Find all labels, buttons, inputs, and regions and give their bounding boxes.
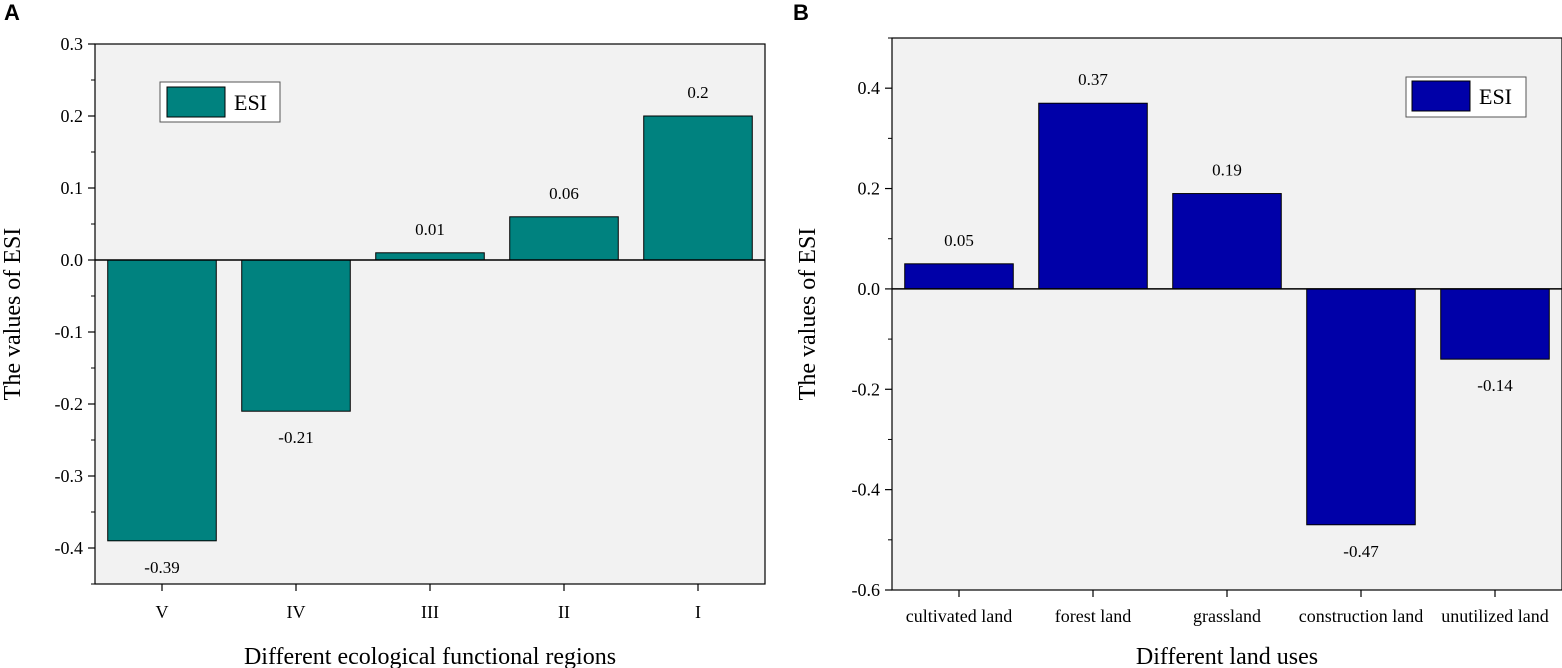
- panel-a-bar: [509, 216, 619, 261]
- panel-a-y-axis-title: The values of ESI: [0, 228, 26, 401]
- panel-a-bar: [241, 259, 351, 412]
- panel-b-legend-label: ESI: [1479, 84, 1512, 109]
- panel-b: B -0.6 -0.4 -0.2 0.0 0.2 0.4 0.05 cultivated la…: [793, 0, 1562, 668]
- panel-a-data-label: -0.39: [144, 558, 179, 577]
- panel-a-x-tick-label: II: [558, 602, 570, 622]
- panel-a-y-tick-label: 0.1: [61, 178, 84, 198]
- panel-a-x-tick-label: I: [695, 602, 701, 622]
- panel-b-legend-swatch: [1411, 80, 1471, 112]
- panel-a: A -0.4 -0.3 -0.2 -0.1 0.0 0.1 0.2 0.3 -0.39 V -0.2…: [0, 0, 766, 668]
- panel-b-data-label: 0.05: [944, 231, 974, 250]
- panel-b-letter: B: [793, 0, 809, 25]
- panel-b-bar: [1038, 102, 1148, 290]
- panel-b-x-tick-label: forest land: [1055, 606, 1131, 626]
- panel-b-y-tick-label: 0.2: [858, 179, 881, 199]
- panel-b-bar: [904, 263, 1014, 290]
- panel-b-bar: [1440, 288, 1550, 360]
- panel-a-x-tick-label: V: [156, 602, 169, 622]
- panel-b-legend: ESI: [1405, 76, 1527, 118]
- panel-a-bar: [107, 259, 217, 542]
- panel-b-y-tick-label: 0.0: [858, 279, 881, 299]
- panel-a-bar: [375, 252, 485, 261]
- panel-b-y-tick-label: 0.4: [858, 78, 881, 98]
- panel-a-x-axis-title: Different ecological functional regions: [244, 644, 616, 668]
- panel-a-x-tick-label: III: [421, 602, 439, 622]
- panel-a-letter: A: [4, 0, 20, 25]
- panel-a-data-label: -0.21: [278, 428, 313, 447]
- panel-b-x-axis-title: Different land uses: [1136, 644, 1318, 668]
- panel-a-bar: [643, 115, 753, 261]
- panel-b-y-tick-label: -0.4: [852, 480, 881, 500]
- panel-a-data-label: 0.01: [415, 220, 445, 239]
- panel-a-y-tick-label: 0.2: [61, 106, 84, 126]
- panel-b-bar: [1172, 193, 1282, 290]
- panel-b-x-tick-label: grassland: [1193, 606, 1261, 626]
- panel-a-y-tick-label: -0.2: [55, 394, 84, 414]
- panel-a-x-tick-label: IV: [287, 602, 306, 622]
- panel-b-data-label: -0.14: [1477, 376, 1513, 395]
- panel-b-bar: [1306, 288, 1416, 526]
- panel-a-data-label: 0.06: [549, 184, 579, 203]
- panel-b-x-tick-label: cultivated land: [906, 606, 1012, 626]
- panel-b-data-label: 0.19: [1212, 161, 1242, 180]
- panel-a-y-tick-label: -0.1: [55, 322, 84, 342]
- panel-b-x-tick-label: construction land: [1299, 606, 1423, 626]
- panel-b-data-label: 0.37: [1078, 70, 1108, 89]
- panel-a-legend-label: ESI: [234, 90, 267, 115]
- panel-a-data-label: 0.2: [687, 83, 708, 102]
- panel-b-x-tick-label: unutilized land: [1441, 606, 1548, 626]
- panel-a-legend-swatch: [166, 86, 226, 118]
- panel-a-y-tick-label: -0.4: [55, 538, 84, 558]
- panel-a-y-tick-label: -0.3: [55, 466, 84, 486]
- panel-b-y-tick-label: -0.2: [852, 379, 881, 399]
- panel-a-y-tick-label: 0.3: [61, 34, 84, 54]
- panel-b-y-axis-title: The values of ESI: [795, 228, 821, 401]
- panel-b-y-tick-label: -0.6: [852, 580, 881, 600]
- panel-a-legend: ESI: [159, 81, 281, 123]
- panel-b-data-label: -0.47: [1343, 542, 1379, 561]
- panel-a-y-tick-label: 0.0: [61, 250, 84, 270]
